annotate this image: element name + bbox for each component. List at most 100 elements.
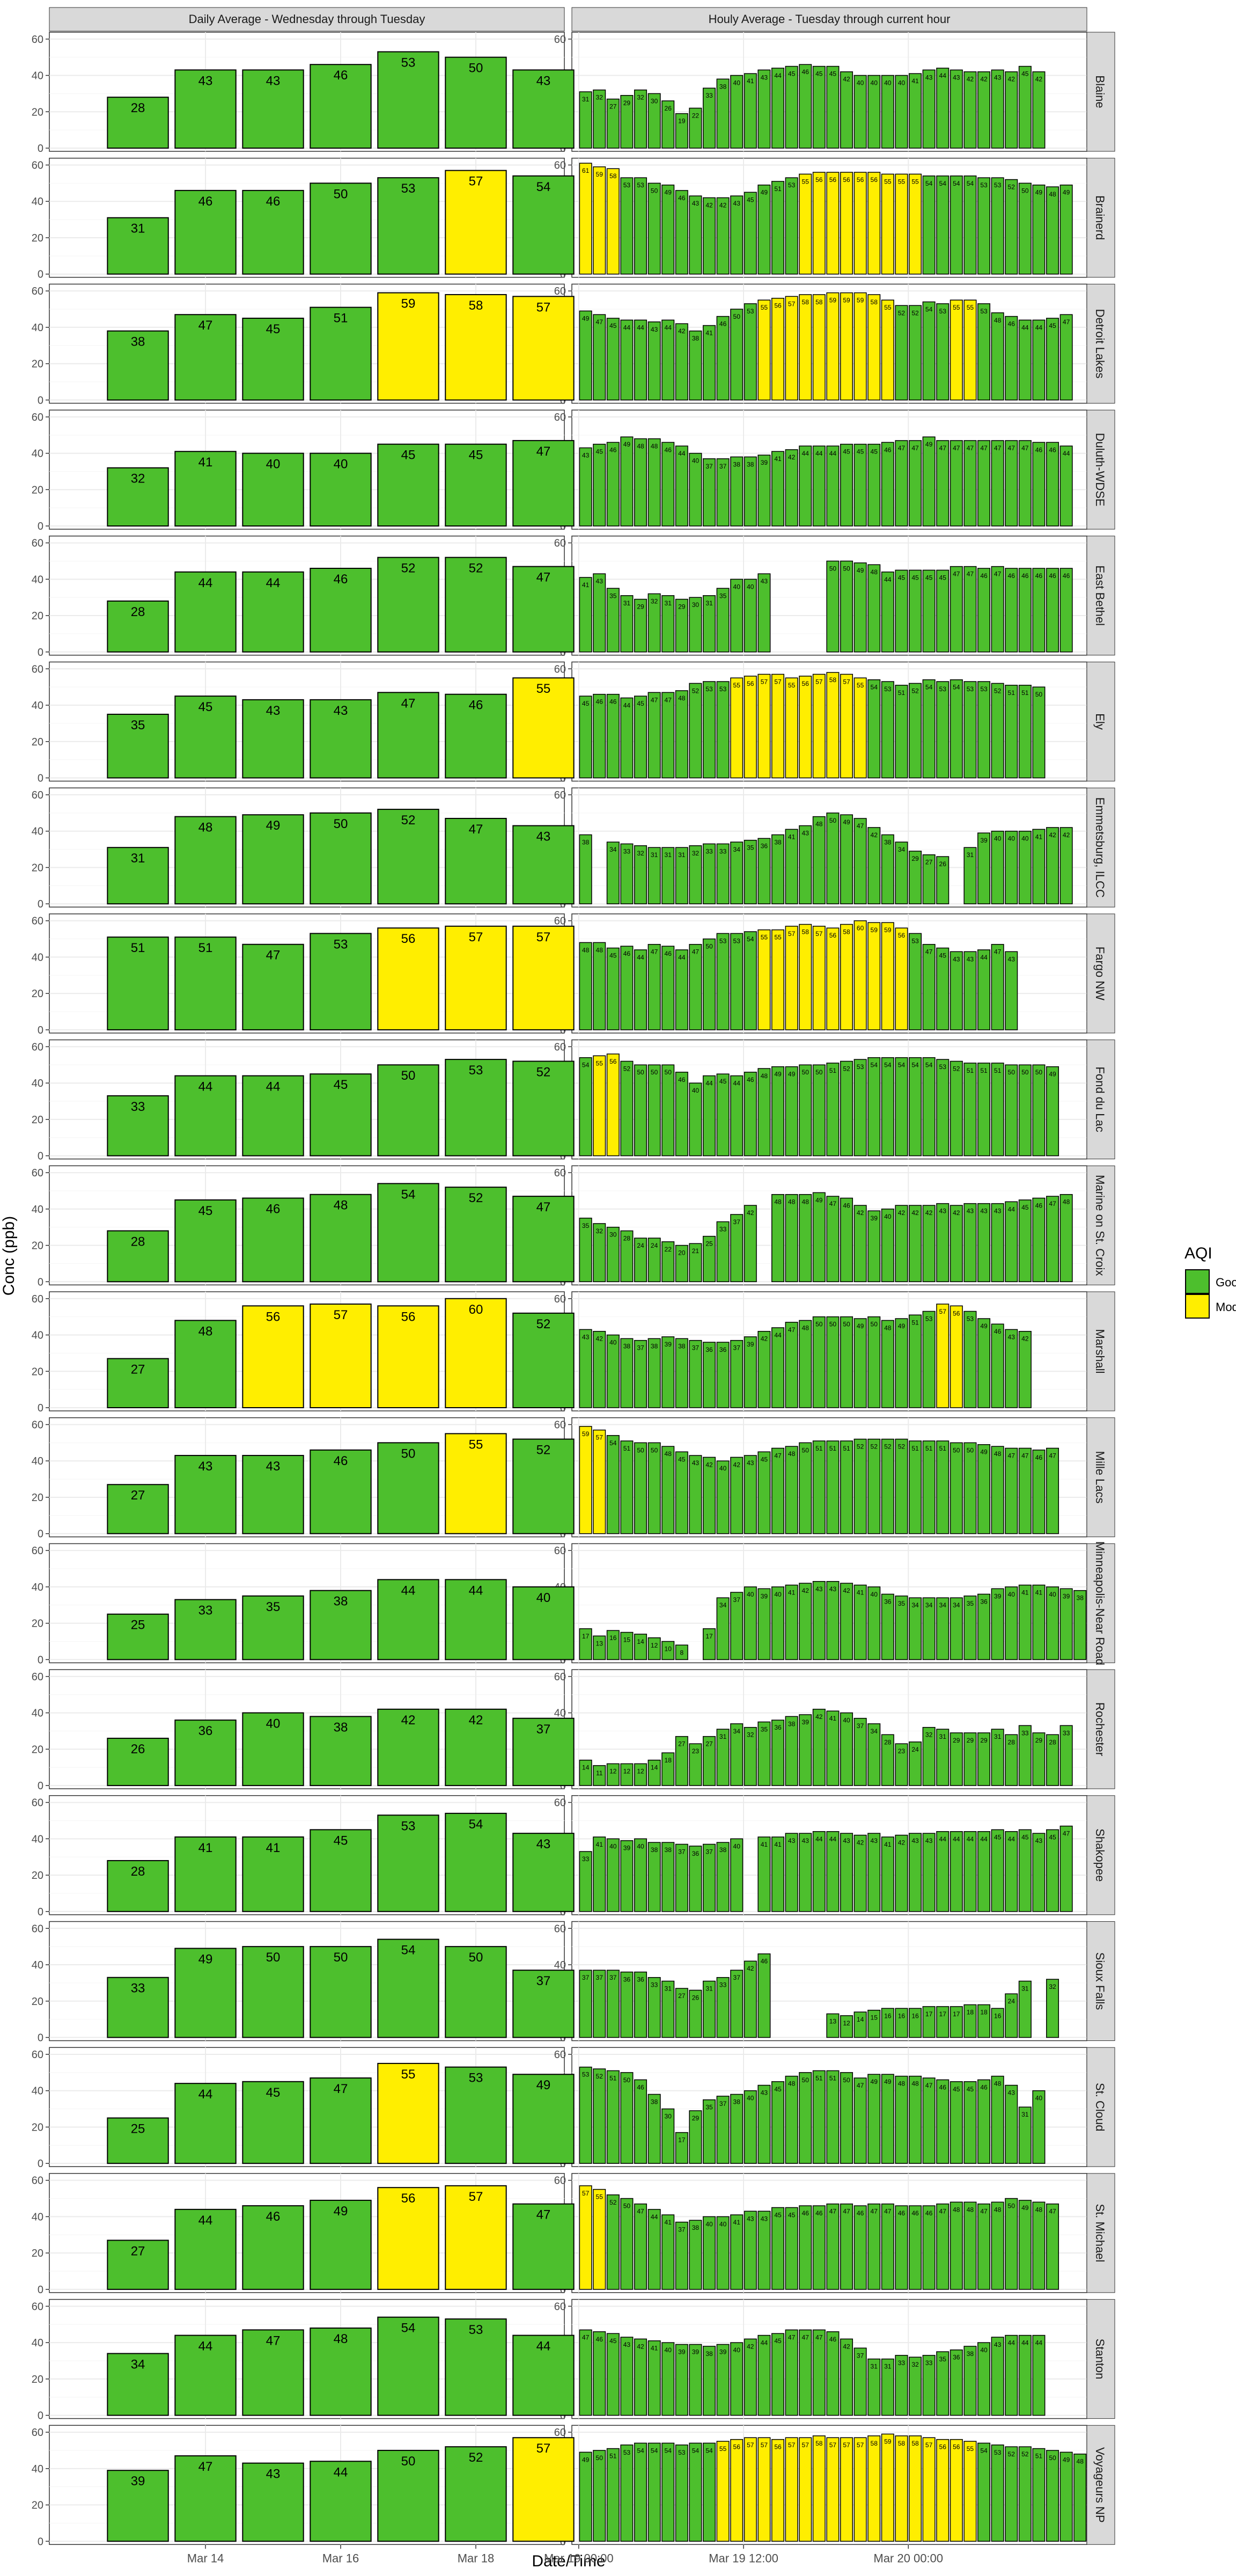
hourly-bar <box>840 2072 854 2164</box>
hourly-bar <box>606 2194 620 2290</box>
hourly-bar-label: 48 <box>994 1450 1002 1458</box>
daily-bar-label: 57 <box>469 2190 483 2204</box>
daily-bar <box>310 1946 372 2038</box>
hourly-bar-label: 47 <box>692 948 700 956</box>
hourly-bar-label: 36 <box>884 1598 892 1605</box>
y-tick-label: 40 <box>32 2085 43 2097</box>
hourly-bar-label: 17 <box>678 2136 686 2144</box>
hourly-bar <box>620 1971 634 2038</box>
x-tick-label: Mar 18 <box>458 2551 494 2565</box>
hourly-bar <box>757 1588 771 1660</box>
hourly-bar <box>593 1330 606 1408</box>
daily-bar-label: 47 <box>536 1200 551 1214</box>
hourly-bar <box>579 2451 592 2542</box>
hourly-bar-label: 35 <box>761 1726 768 1733</box>
hourly-bar <box>908 73 922 149</box>
hourly-bar-label: 33 <box>925 2359 933 2367</box>
hourly-bar <box>881 75 894 149</box>
hourly-bar <box>606 1970 620 2038</box>
hourly-bar <box>579 2185 592 2290</box>
hourly-bar <box>648 2340 661 2416</box>
hourly-bar <box>1060 1194 1073 1283</box>
hourly-bar-label: 15 <box>623 1636 631 1644</box>
hourly-bar <box>702 1980 716 2038</box>
hourly-bar <box>675 1451 688 1534</box>
daily-bar <box>377 51 439 149</box>
hourly-bar-label: 31 <box>582 96 590 103</box>
hourly-bar <box>936 68 950 149</box>
hourly-bar-label: 52 <box>871 1443 878 1451</box>
hourly-bar <box>593 1055 606 1157</box>
hourly-bar <box>648 1637 661 1660</box>
hourly-bar <box>661 2214 675 2290</box>
hourly-bar-label: 56 <box>747 680 754 687</box>
y-tick-label: 60 <box>554 1671 566 1683</box>
hourly-bar <box>922 569 936 653</box>
hourly-bar-label: 13 <box>596 1640 604 1647</box>
hourly-bar-label: 49 <box>980 1448 988 1456</box>
hourly-bar-label: 44 <box>815 450 823 457</box>
hourly-bar <box>593 2450 606 2542</box>
legend-label-good: Good <box>1216 1276 1236 1289</box>
hourly-bar <box>908 173 922 275</box>
daily-bar-label: 45 <box>401 448 416 463</box>
hourly-bar <box>1018 685 1032 779</box>
hourly-bar <box>730 841 744 904</box>
y-tick-label: 60 <box>554 538 566 550</box>
hourly-bar-label: 15 <box>871 2014 878 2022</box>
hourly-bar-label: 41 <box>705 330 713 337</box>
hourly-bar-label: 58 <box>898 2440 906 2447</box>
hourly-bar <box>593 942 606 1030</box>
hourly-bar <box>977 1444 991 1534</box>
hourly-bar <box>579 1426 592 1534</box>
hourly-bar-label: 32 <box>1049 1983 1056 1990</box>
hourly-bar <box>744 1960 757 2038</box>
daily-bar <box>242 1946 304 2038</box>
hourly-bar-label: 39 <box>871 1214 878 1222</box>
hourly-bar <box>785 65 798 149</box>
daily-bar <box>107 2117 169 2164</box>
hourly-bar <box>881 442 894 526</box>
hourly-bar <box>908 851 922 904</box>
hourly-bar <box>675 2221 688 2290</box>
hourly-bar <box>730 2342 744 2416</box>
hourly-bar-label: 42 <box>898 1839 906 1847</box>
hourly-bar-label: 56 <box>802 680 810 687</box>
hourly-bar-label: 47 <box>967 570 974 578</box>
daily-bar-label: 50 <box>334 1950 348 1965</box>
daily-bar <box>174 2083 237 2164</box>
hourly-bar <box>716 2344 730 2416</box>
hourly-bar-label: 47 <box>651 696 658 704</box>
hourly-bar <box>661 1980 675 2038</box>
hourly-bar-label: 51 <box>774 185 782 193</box>
daily-bar-label: 49 <box>198 1952 213 1967</box>
hourly-bar <box>744 456 757 526</box>
hourly-bar <box>634 319 648 401</box>
daily-bar-label: 28 <box>131 1864 145 1879</box>
hourly-bar-label: 52 <box>1008 184 1016 191</box>
hourly-bar <box>593 443 606 526</box>
hourly-bar-label: 38 <box>651 2098 658 2105</box>
hourly-bar-label: 57 <box>815 678 823 685</box>
daily-bar-label: 47 <box>401 696 416 711</box>
hourly-bar <box>675 1072 688 1157</box>
hourly-bar-label: 33 <box>651 1981 658 1989</box>
hourly-bar <box>908 1833 922 1912</box>
hourly-bar <box>579 2329 592 2416</box>
hourly-bar <box>895 1596 908 1660</box>
hourly-bar <box>854 818 867 904</box>
hourly-bar-label: 45 <box>582 700 590 707</box>
hourly-bar-label: 55 <box>596 2193 604 2201</box>
hourly-bar-label: 47 <box>953 570 960 578</box>
y-tick-label: 60 <box>554 159 566 171</box>
facet-row-stanton: 0020204040606034444748545344474645434241… <box>32 2299 1115 2422</box>
hourly-bar <box>799 173 812 275</box>
hourly-bar <box>950 679 963 779</box>
hourly-bar-label: 45 <box>747 196 754 203</box>
hourly-bar <box>963 847 977 904</box>
hourly-bar <box>634 89 648 149</box>
hourly-bar-label: 57 <box>788 2441 796 2449</box>
y-tick-label: 40 <box>32 826 43 838</box>
hourly-bar-label: 54 <box>705 2447 713 2454</box>
hourly-bar <box>936 2079 950 2164</box>
